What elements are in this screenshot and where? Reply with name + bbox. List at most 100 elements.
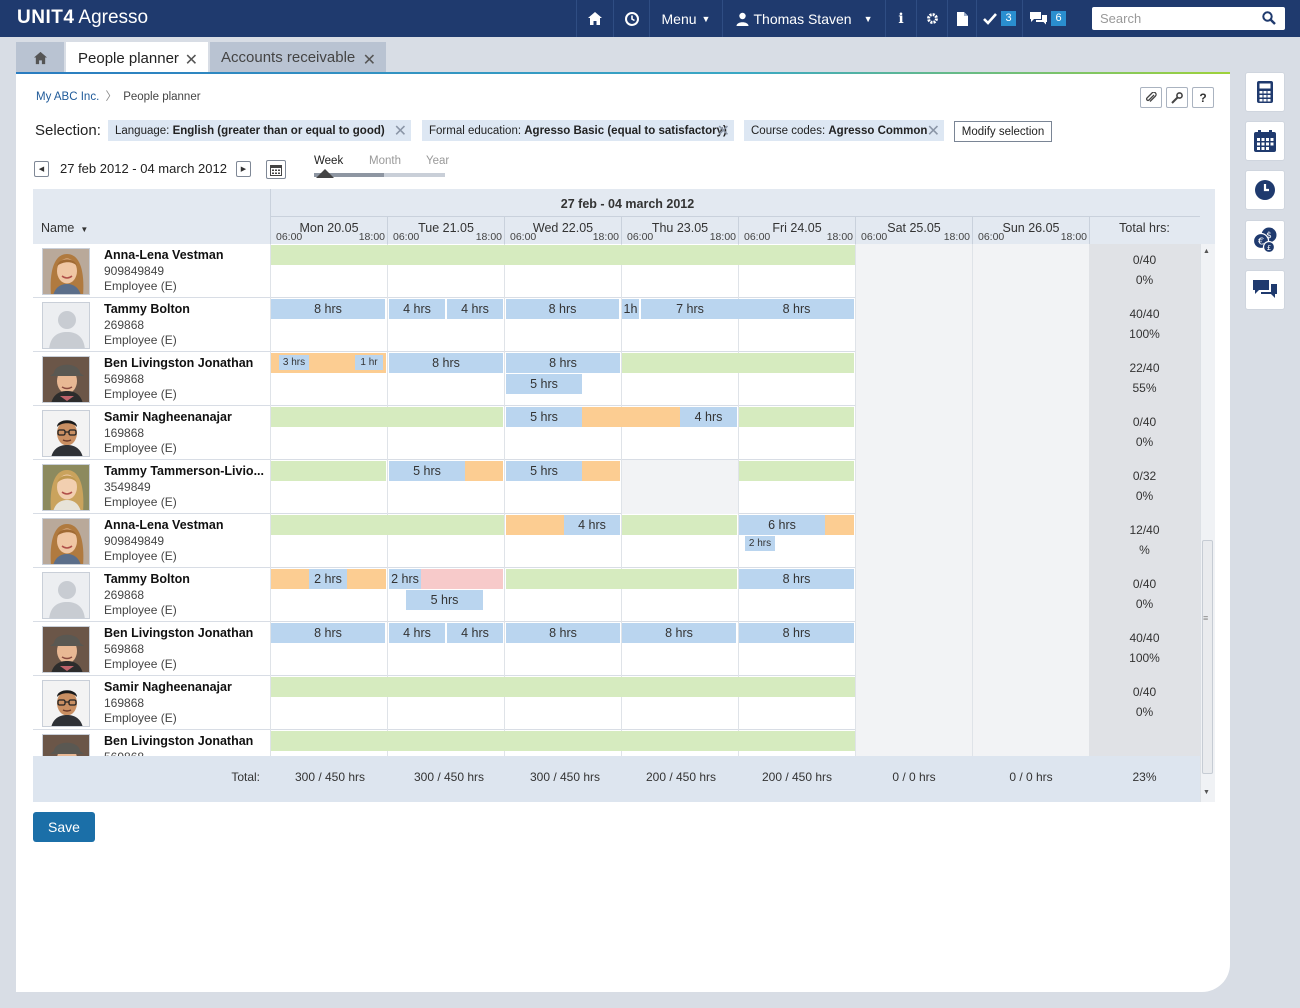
availability-bar[interactable] [271, 515, 504, 535]
booking-bar[interactable]: 5 hrs [406, 590, 483, 610]
planner-row[interactable]: 12/40% Anna-Lena Vestman 909849849 Employee… [33, 514, 1200, 568]
availability-bar[interactable] [271, 407, 503, 427]
availability-bar[interactable] [739, 407, 854, 427]
help-icon[interactable]: ? [1192, 87, 1214, 108]
person-name[interactable]: Tammy Bolton [104, 302, 190, 316]
tentative-bar[interactable] [582, 461, 620, 481]
booking-bar[interactable]: 5 hrs [506, 374, 582, 394]
clock-button[interactable] [1245, 170, 1285, 210]
tab-accounts-receivable[interactable]: Accounts receivable ✕ [210, 42, 386, 73]
search-icon[interactable] [1262, 11, 1276, 25]
availability-bar[interactable] [622, 353, 854, 373]
person-name[interactable]: Ben Livingston Jonathan [104, 734, 254, 748]
attachment-button[interactable] [1140, 87, 1162, 108]
booking-bar[interactable]: 8 hrs [271, 299, 385, 319]
document-icon[interactable] [948, 0, 976, 37]
tentative-bar[interactable] [506, 515, 564, 535]
filter-chip-formal-education[interactable]: Formal education: Agresso Basic (equal t… [422, 120, 734, 141]
booking-bar[interactable]: 2 hrs [745, 536, 775, 551]
close-tab-icon[interactable]: ✕ [184, 52, 198, 69]
booking-bar[interactable]: 5 hrs [506, 461, 582, 481]
next-period-button[interactable]: ▶ [236, 161, 251, 177]
user-menu-button[interactable]: Thomas Staven ▼ [723, 0, 885, 37]
availability-bar[interactable] [271, 461, 386, 481]
person-name[interactable]: Anna-Lena Vestman [104, 518, 224, 532]
search-input[interactable] [1092, 7, 1285, 30]
grid-scrollbar-thumb[interactable] [1202, 540, 1213, 774]
conflict-bar[interactable] [421, 569, 503, 589]
planner-row[interactable]: 22/40 55% Ben Livingston Jonathan 569868 Emp… [33, 352, 1200, 406]
person-name[interactable]: Tammy Tammerson-Livio... [104, 464, 264, 478]
modify-selection-button[interactable]: Modify selection [954, 121, 1052, 142]
booking-bar[interactable]: 3 hrs [279, 355, 309, 370]
zoom-slider-thumb[interactable] [316, 169, 334, 178]
planner-row[interactable]: 40/40 100% Tammy Bolton 269868 Employee (E) 8… [33, 298, 1200, 352]
booking-bar[interactable]: 5 hrs [389, 461, 465, 481]
tentative-bar[interactable] [825, 515, 854, 535]
booking-bar[interactable]: 7 hrs [641, 299, 739, 319]
zoom-month[interactable]: Month [369, 155, 401, 167]
filter-chip-course-codes[interactable]: Course codes: Agresso Common ✕ [744, 120, 944, 141]
booking-bar[interactable]: 4 hrs [389, 623, 445, 643]
availability-bar[interactable] [506, 569, 737, 589]
planner-row[interactable]: 0/32 0% Tammy Tammerson-Livio... 3549849 Emp… [33, 460, 1200, 514]
planner-row[interactable]: 0/40 0% Anna-Lena Vestman 909849849 Employee… [33, 244, 1200, 298]
availability-bar[interactable] [271, 245, 855, 265]
calculator-button[interactable] [1245, 72, 1285, 112]
booking-bar[interactable]: 8 hrs [506, 353, 620, 373]
previous-period-button[interactable]: ◀ [34, 161, 49, 177]
calendar-picker-button[interactable] [266, 160, 286, 179]
booking-bar[interactable]: 4 hrs [447, 299, 503, 319]
calendar-button[interactable] [1245, 121, 1285, 161]
booking-bar[interactable]: 6 hrs [739, 515, 825, 535]
booking-bar[interactable]: 4 hrs [564, 515, 620, 535]
name-column-header[interactable]: Name ▼ [41, 221, 89, 235]
home-icon[interactable] [577, 0, 612, 37]
booking-bar[interactable]: 8 hrs [739, 623, 854, 643]
booking-bar[interactable]: 4 hrs [389, 299, 445, 319]
menu-button[interactable]: Menu ▼ [661, 10, 711, 27]
planner-row[interactable]: 0/40 0% Samir Nagheenanajar 169868 Employee … [33, 676, 1200, 730]
planner-row[interactable]: 0/40 0% Tammy Bolton 269868 Employee (E) 2 hr… [33, 568, 1200, 622]
booking-bar[interactable]: 2 hrs [389, 569, 421, 589]
booking-bar[interactable]: 8 hrs [506, 623, 620, 643]
remove-filter-icon[interactable]: ✕ [393, 123, 407, 140]
history-icon[interactable] [614, 0, 649, 37]
app-logo[interactable]: UNIT4 Agresso [17, 7, 149, 28]
gear-icon[interactable] [917, 0, 947, 37]
info-icon[interactable]: i [898, 10, 904, 27]
tasks-button[interactable]: 3 [977, 0, 1022, 37]
planner-row[interactable]: Ben Livingston Jonathan 569868 [33, 730, 1200, 756]
booking-bar[interactable]: 8 hrs [506, 299, 619, 319]
availability-bar[interactable] [739, 461, 854, 481]
tools-button[interactable] [1166, 87, 1188, 108]
booking-bar[interactable]: 8 hrs [622, 623, 736, 643]
availability-bar[interactable] [622, 515, 737, 535]
person-name[interactable]: Anna-Lena Vestman [104, 248, 224, 262]
person-name[interactable]: Samir Nagheenanajar [104, 410, 232, 424]
booking-bar[interactable]: 5 hrs [506, 407, 582, 427]
person-name[interactable]: Ben Livingston Jonathan [104, 626, 254, 640]
remove-filter-icon[interactable]: ✕ [926, 123, 940, 140]
booking-bar[interactable]: 2 hrs [309, 569, 347, 589]
person-name[interactable]: Ben Livingston Jonathan [104, 356, 254, 370]
scroll-up-icon[interactable]: ▲ [1203, 248, 1210, 255]
breadcrumb-root-link[interactable]: My ABC Inc. [36, 91, 100, 103]
tentative-bar[interactable] [465, 461, 503, 481]
availability-bar[interactable] [271, 677, 855, 697]
availability-bar[interactable] [271, 731, 855, 751]
booking-bar[interactable]: 8 hrs [739, 299, 854, 319]
tab-people-planner[interactable]: People planner ✕ [66, 42, 208, 74]
zoom-year[interactable]: Year [426, 155, 450, 167]
person-name[interactable]: Tammy Bolton [104, 572, 190, 586]
zoom-week[interactable]: Week [314, 155, 344, 167]
booking-bar[interactable]: 4 hrs [680, 407, 737, 427]
close-tab-icon[interactable]: ✕ [362, 52, 376, 69]
tentative-bar[interactable] [582, 407, 680, 427]
person-name[interactable]: Samir Nagheenanajar [104, 680, 232, 694]
scroll-down-icon[interactable]: ▼ [1203, 789, 1210, 796]
remove-filter-icon[interactable]: ✕ [716, 123, 730, 140]
booking-bar[interactable]: 1 hr [355, 355, 383, 370]
booking-bar[interactable]: 1h [622, 299, 639, 319]
booking-bar[interactable]: 4 hrs [447, 623, 503, 643]
